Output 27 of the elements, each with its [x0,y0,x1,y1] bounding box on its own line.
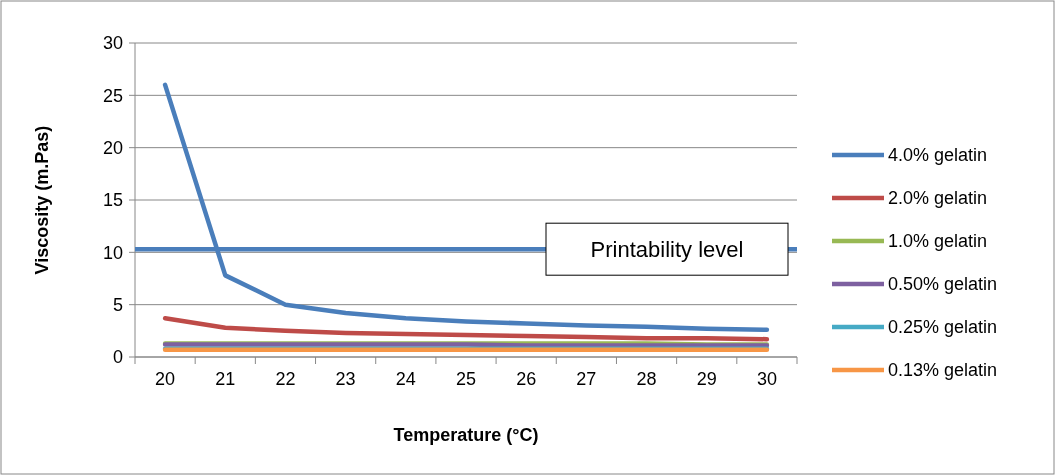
x-axis-title: Temperature (°C) [393,425,539,445]
x-tick-label: 23 [335,369,356,389]
legend-label: 0.25% gelatin [888,317,998,338]
x-tick-label: 20 [155,369,176,389]
x-tick-label: 22 [275,369,296,389]
legend-label: 0.50% gelatin [888,274,998,295]
y-tick-label: 5 [112,294,123,315]
x-tick-label: 28 [636,369,657,389]
y-tick-label: 25 [102,85,123,106]
legend-label: 0.13% gelatin [888,360,998,381]
ref-line-label: Printability level [590,236,744,262]
x-tick-label: 25 [455,369,477,389]
x-tick-label: 29 [696,369,717,389]
y-tick-label: 10 [102,242,123,263]
x-tick-label: 26 [516,369,537,389]
y-tick-label: 30 [102,33,123,54]
legend-label: 1.0% gelatin [888,231,988,252]
x-tick-label: 30 [756,369,777,389]
y-tick-label: 20 [102,137,123,158]
y-tick-label: 15 [102,190,123,211]
x-tick-label: 24 [395,369,416,389]
legend-label: 4.0% gelatin [888,145,988,166]
x-tick-label: 21 [215,369,236,389]
y-tick-label: 0 [112,347,123,368]
x-tick-label: 27 [576,369,597,389]
y-axis-title: Viscosity (m.Pas) [32,125,52,275]
legend-label: 2.0% gelatin [888,188,988,209]
